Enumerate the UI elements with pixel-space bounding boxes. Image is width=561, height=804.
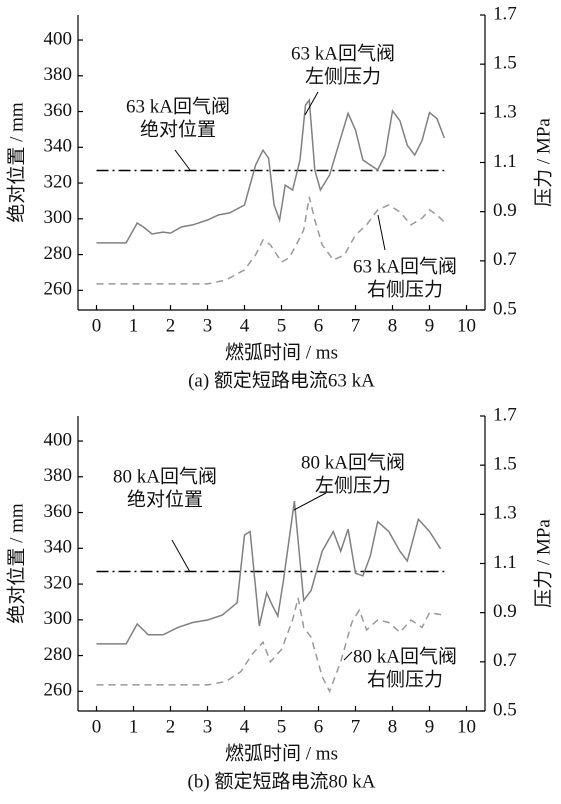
x-tick-label: 1 <box>129 716 139 737</box>
y2-tick-label: 1.5 <box>493 53 517 74</box>
y2-tick-label: 0.9 <box>493 601 517 622</box>
series-annotation: 63 kA回气阀 <box>353 255 457 277</box>
series-annotation: 绝对位置 <box>127 488 203 510</box>
x-tick-label: 1 <box>129 315 139 336</box>
annotation-leader <box>171 539 191 573</box>
x-tick-label: 9 <box>425 716 435 737</box>
x-tick-label: 6 <box>314 315 324 336</box>
series-line <box>96 196 445 285</box>
y2-axis-label: 压力 / MPa <box>532 519 554 608</box>
series-annotation: 绝对位置 <box>140 118 216 140</box>
x-axis-label: 燃弧时间 / ms <box>225 341 338 363</box>
y-axis-label: 绝对位置 / mm <box>5 102 27 223</box>
y2-tick-label: 0.9 <box>493 200 517 221</box>
x-tick-label: 5 <box>277 315 287 336</box>
y2-tick-label: 1.7 <box>493 3 517 24</box>
x-tick-label: 3 <box>203 315 213 336</box>
caption: (a) 额定短路电流63 kA <box>188 369 375 391</box>
series-annotation: 80 kA回气阀 <box>113 465 217 487</box>
x-tick-label: 10 <box>457 315 476 336</box>
series-annotation: 右侧压力 <box>367 278 443 300</box>
annotation-leader <box>174 149 191 171</box>
annotation-leader <box>377 214 386 251</box>
annotation-leader <box>343 651 353 661</box>
x-tick-label: 8 <box>388 716 398 737</box>
y-tick-label: 280 <box>44 644 73 665</box>
series-annotation: 63 kA回气阀 <box>126 95 230 117</box>
x-tick-label: 7 <box>351 315 361 336</box>
y-tick-label: 300 <box>44 207 73 228</box>
y-tick-label: 320 <box>44 572 73 593</box>
series-annotation: 80 kA回气阀 <box>353 645 457 667</box>
x-tick-label: 9 <box>425 315 435 336</box>
x-tick-label: 8 <box>388 315 398 336</box>
series-annotation: 左侧压力 <box>315 474 391 496</box>
y2-tick-label: 1.7 <box>493 404 517 425</box>
y-tick-label: 380 <box>44 64 73 85</box>
x-tick-label: 5 <box>277 716 287 737</box>
y2-tick-label: 0.7 <box>493 650 517 671</box>
y-tick-label: 400 <box>44 429 73 450</box>
y2-tick-label: 1.3 <box>493 102 517 123</box>
annotation-leader <box>304 91 319 116</box>
x-tick-label: 4 <box>240 716 250 737</box>
x-tick-label: 10 <box>457 716 476 737</box>
x-tick-label: 0 <box>92 315 102 336</box>
y-tick-label: 360 <box>44 501 73 522</box>
x-axis-label: 燃弧时间 / ms <box>225 742 338 764</box>
series-annotation: 左侧压力 <box>305 65 381 87</box>
series-line <box>96 98 446 244</box>
annotation-leader <box>293 492 327 511</box>
x-tick-label: 3 <box>203 716 213 737</box>
x-tick-label: 2 <box>166 716 176 737</box>
y2-tick-label: 1.3 <box>493 503 517 524</box>
series-annotation: 80 kA回气阀 <box>301 451 405 473</box>
y2-tick-label: 1.5 <box>493 454 517 475</box>
series-annotation: 右侧压力 <box>367 668 443 690</box>
y-tick-label: 320 <box>44 171 73 192</box>
y2-tick-label: 0.7 <box>493 249 517 270</box>
y-tick-label: 280 <box>44 243 73 264</box>
y2-tick-label: 1.1 <box>493 151 517 172</box>
y2-tick-label: 0.5 <box>493 699 517 720</box>
y-tick-label: 260 <box>44 680 73 701</box>
y-tick-label: 340 <box>44 537 73 558</box>
x-tick-label: 6 <box>314 716 324 737</box>
y2-tick-label: 0.5 <box>493 298 517 319</box>
x-tick-label: 7 <box>351 716 361 737</box>
series-line <box>96 500 442 645</box>
y-tick-label: 260 <box>44 279 73 300</box>
y-tick-label: 380 <box>44 465 73 486</box>
y-tick-label: 340 <box>44 136 73 157</box>
y2-tick-label: 1.1 <box>493 552 517 573</box>
series-annotation: 63 kA回气阀 <box>291 42 395 64</box>
x-tick-label: 0 <box>92 716 102 737</box>
y-tick-label: 400 <box>44 28 73 49</box>
y2-axis-label: 压力 / MPa <box>532 118 554 207</box>
x-tick-label: 4 <box>240 315 250 336</box>
y-tick-label: 360 <box>44 100 73 121</box>
series-line <box>96 597 445 694</box>
x-tick-label: 2 <box>166 315 176 336</box>
caption: (b) 额定短路电流80 kA <box>188 770 376 792</box>
y-tick-label: 300 <box>44 608 73 629</box>
y-axis-label: 绝对位置 / mm <box>5 503 27 624</box>
